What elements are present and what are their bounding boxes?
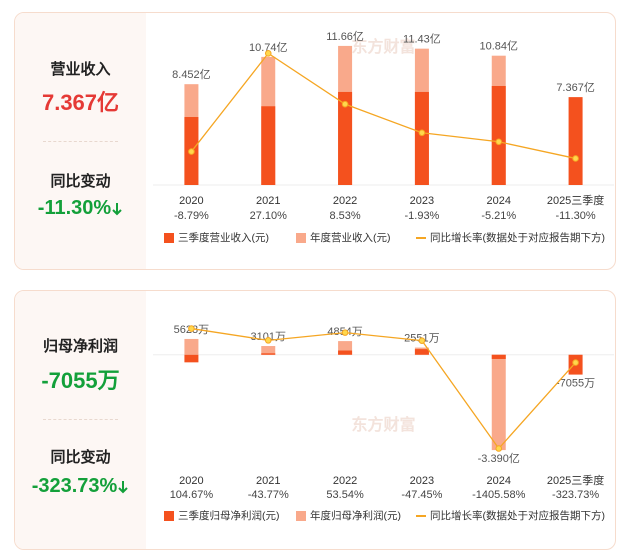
change-value: -11.30% — [15, 197, 146, 220]
growth-point — [495, 445, 503, 452]
bar — [261, 106, 276, 185]
legend-label: 同比增长率(数据处于对应报告期下方) — [430, 231, 605, 244]
growth-label: -1.93% — [404, 210, 439, 222]
x-tick-label: 2023 — [410, 475, 434, 487]
bar — [414, 91, 429, 185]
legend-label: 年度归母净利润(元) — [310, 509, 401, 522]
chart: 东方财富 8.452亿 10.74亿 11.66亿 11.43亿 10.84亿 7.367亿… — [153, 30, 614, 244]
separator — [43, 141, 118, 142]
growth-label: -1405.58% — [472, 489, 525, 501]
growth-label: -43.77% — [248, 489, 289, 501]
growth-point — [341, 329, 349, 336]
growth-point — [572, 359, 579, 366]
x-tick-label: 2022 — [333, 475, 357, 487]
chart: 东方财富5623万3101万4854万2551万-3.390亿-7055万104… — [153, 324, 614, 522]
x-tick-label: 2025三季度 — [547, 473, 604, 487]
legend-marker — [164, 233, 174, 243]
growth-label: -8.79% — [174, 210, 209, 222]
bar — [261, 346, 276, 355]
change-text: -11.30% — [37, 197, 112, 219]
growth-label: 104.67% — [170, 489, 214, 501]
growth-label: -5.21% — [481, 210, 516, 222]
down-arrow — [118, 480, 129, 493]
legend-marker — [164, 511, 174, 521]
bar — [184, 354, 199, 363]
value-label: 7.367亿 — [556, 81, 595, 94]
bar — [338, 91, 353, 185]
watermark: 东方财富 — [351, 415, 415, 434]
growth-point — [188, 148, 195, 155]
summary-value-text: -7055万 — [41, 368, 120, 393]
x-tick-label: 2023 — [410, 195, 434, 207]
legend-marker — [296, 233, 306, 243]
growth-line — [191, 327, 577, 450]
growth-label: -323.73% — [552, 489, 599, 501]
growth-label: -11.30% — [556, 210, 596, 222]
growth-label: 53.54% — [326, 489, 364, 501]
growth-point — [264, 50, 272, 57]
bar — [184, 338, 199, 355]
legend-label: 年度营业收入(元) — [310, 231, 391, 244]
value-label: 11.43亿 — [403, 33, 441, 46]
growth-point — [495, 138, 503, 146]
bar — [491, 85, 506, 185]
summary-label: 归母净利润 — [42, 338, 118, 355]
value-label: 11.66亿 — [326, 30, 364, 43]
x-tick-label: 2020 — [179, 475, 203, 487]
summary-value: 7.367亿 — [15, 85, 146, 117]
growth-label: 8.53% — [329, 210, 360, 222]
summary-label: 营业收入 — [50, 61, 111, 78]
value-label: 10.74亿 — [249, 41, 288, 54]
growth-line — [190, 52, 576, 160]
down-arrow — [112, 202, 122, 215]
growth-point — [572, 155, 579, 162]
summary: 营业收入 7.367亿 同比变动 -11.30% — [15, 13, 146, 269]
x-tick-label: 2021 — [256, 475, 280, 487]
bar — [338, 350, 353, 355]
growth-point — [418, 337, 426, 344]
summary: 归母净利润 -7055万 同比变动 -323.73% — [15, 291, 146, 549]
growth-label: 27.10% — [250, 210, 288, 222]
separator — [43, 419, 118, 420]
x-tick-label: 2021 — [256, 195, 280, 207]
summary-value-text: 7.367亿 — [41, 90, 120, 115]
x-tick-label: 2025三季度 — [547, 193, 604, 207]
bar — [491, 354, 506, 451]
revenue-panel: 营业收入 7.367亿 同比变动 -11.30% 东方财富 8.452亿 10.74… — [14, 12, 616, 270]
profit-panel: 归母净利润 -7055万 同比变动 -323.73% 东方财富5623万3101… — [14, 290, 616, 550]
bar — [491, 354, 506, 359]
value-label: -3.390亿 — [478, 452, 520, 465]
growth-point — [341, 100, 349, 108]
change-label: 同比变动 — [50, 449, 111, 466]
legend-label: 三季度营业收入(元) — [178, 231, 269, 244]
x-tick-label: 2022 — [333, 195, 357, 207]
change-value: -323.73% — [15, 475, 146, 498]
growth-point — [188, 325, 195, 332]
growth-point — [264, 337, 272, 344]
bar — [261, 353, 276, 355]
value-label: 10.84亿 — [479, 40, 518, 53]
x-tick-label: 2020 — [179, 195, 203, 207]
x-tick-label: 2024 — [487, 195, 511, 207]
watermark: 东方财富 — [351, 37, 415, 56]
change-text: -323.73% — [31, 475, 118, 497]
bar — [568, 97, 583, 185]
value-label: 8.452亿 — [172, 68, 211, 81]
legend-label: 同比增长率(数据处于对应报告期下方) — [430, 509, 605, 522]
legend-marker — [296, 511, 306, 521]
growth-label: -47.45% — [401, 489, 442, 501]
bar — [414, 349, 429, 355]
change-label: 同比变动 — [50, 173, 111, 190]
legend-label: 三季度归母净利润(元) — [178, 509, 280, 522]
x-tick-label: 2024 — [487, 475, 511, 487]
growth-point — [418, 129, 426, 137]
value-label: -7055万 — [556, 377, 595, 389]
summary-value: -7055万 — [15, 363, 146, 395]
